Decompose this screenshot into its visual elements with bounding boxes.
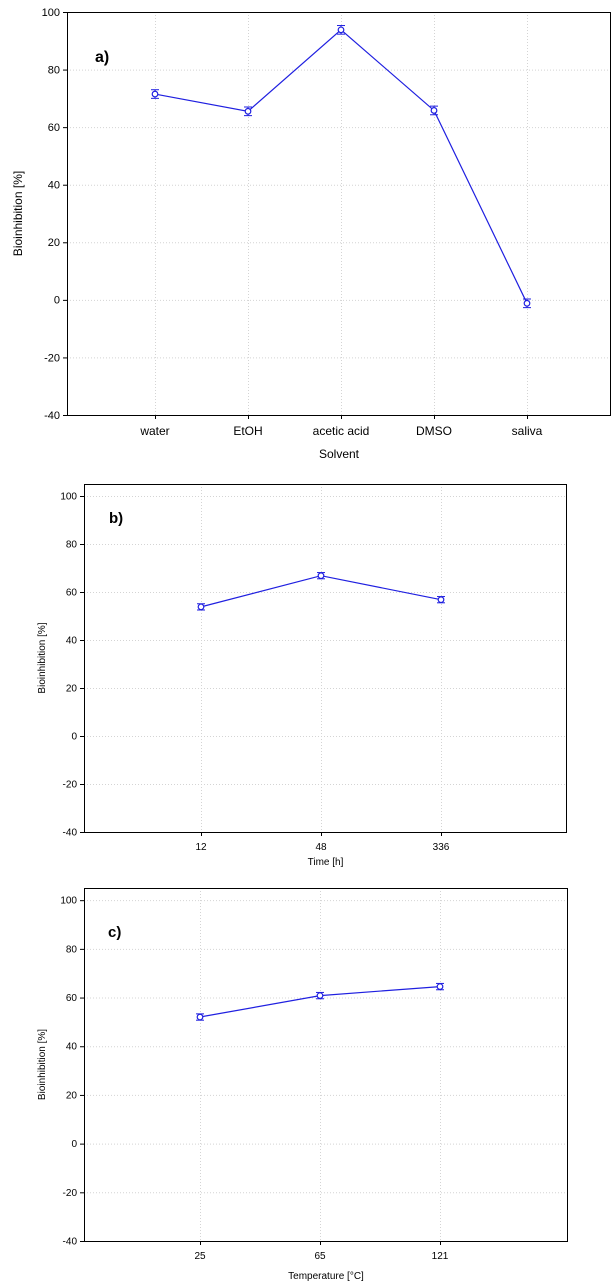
x-tick-label: water: [139, 424, 169, 438]
grid: [67, 12, 611, 415]
y-tick-label: -20: [63, 780, 78, 791]
x-tick-label: 65: [314, 1251, 326, 1262]
series-line: [200, 987, 440, 1017]
data-point: [197, 1014, 203, 1020]
data-point: [198, 604, 204, 610]
plot-frame: [85, 485, 567, 833]
y-tick-label: 0: [71, 732, 77, 743]
panel-label: b): [109, 510, 123, 527]
y-tick-label: 60: [66, 993, 78, 1004]
y-ticks: -40 -20 0 20 40 60 80 100: [60, 896, 84, 1248]
data-point: [317, 993, 323, 999]
y-tick-label: 60: [66, 588, 78, 599]
y-tick-label: 20: [66, 1090, 78, 1101]
data-point: [431, 108, 437, 114]
y-tick-label: 80: [66, 944, 78, 955]
data-point: [524, 301, 530, 307]
y-tick-label: 40: [66, 636, 78, 647]
y-tick-label: -40: [63, 1237, 78, 1248]
x-tick-label: DMSO: [416, 424, 452, 438]
data-point: [152, 91, 158, 97]
grid: [84, 888, 568, 1241]
y-tick-label: -20: [44, 352, 60, 364]
y-tick-label: 0: [54, 295, 60, 307]
x-axis-label: Temperature [°C]: [288, 1271, 364, 1282]
y-tick-label: 20: [66, 684, 78, 695]
y-tick-label: 0: [71, 1139, 77, 1150]
y-tick-label: 100: [60, 492, 77, 503]
y-tick-label: 100: [42, 7, 60, 19]
x-tick-label: saliva: [512, 424, 543, 438]
x-tick-label: EtOH: [233, 424, 262, 438]
x-tick-label: acetic acid: [313, 424, 370, 438]
y-tick-label: 20: [48, 237, 60, 249]
y-tick-label: -40: [63, 828, 78, 839]
data-point: [437, 984, 443, 990]
chart-a: -40 -20 0 20 40 60 80 100 water EtOH acetic acid D…: [0, 0, 611, 470]
y-tick-label: 100: [60, 896, 77, 907]
x-tick-label: 25: [194, 1251, 206, 1262]
y-tick-label: 80: [66, 540, 78, 551]
x-tick-label: 48: [315, 842, 327, 853]
plot-frame: [68, 13, 611, 416]
series-line: [155, 30, 527, 303]
y-axis-label: Bioinhibition [%]: [37, 1029, 48, 1100]
x-ticks: 12 48 336: [195, 832, 449, 853]
y-tick-label: 40: [48, 180, 60, 192]
y-ticks: -40 -20 0 20 40 60 80 100: [42, 7, 67, 422]
x-axis-label: Time [h]: [308, 857, 344, 868]
y-tick-label: 40: [66, 1042, 78, 1053]
x-tick-label: 336: [433, 842, 450, 853]
x-tick-label: 121: [432, 1251, 449, 1262]
data-point: [338, 27, 344, 33]
y-ticks: -40 -20 0 20 40 60 80 100: [60, 492, 84, 839]
x-ticks: 25 65 121: [194, 1241, 448, 1262]
data-point: [438, 597, 444, 603]
y-tick-label: 60: [48, 122, 60, 134]
data-point: [318, 573, 324, 579]
panel-label: c): [108, 924, 121, 941]
panel-label: a): [95, 49, 109, 66]
x-axis-label: Solvent: [319, 447, 360, 461]
data-point: [245, 109, 251, 115]
plot-frame: [85, 889, 568, 1242]
series: [151, 26, 531, 308]
y-tick-label: -40: [44, 410, 60, 422]
y-tick-label: 80: [48, 64, 60, 76]
y-axis-label: Bioinhibition [%]: [11, 171, 25, 256]
y-axis-label: Bioinhibition [%]: [37, 622, 48, 693]
y-tick-label: -20: [63, 1188, 78, 1199]
grid: [84, 484, 567, 832]
x-tick-label: 12: [195, 842, 207, 853]
chart-c: -40 -20 0 20 40 60 80 100 25 65 121 c) Temperatur…: [0, 874, 611, 1283]
x-ticks: water EtOH acetic acid DMSO saliva: [139, 415, 542, 438]
chart-b: -40 -20 0 20 40 60 80 100 12 48 336 b) Time [h] B…: [0, 470, 611, 874]
